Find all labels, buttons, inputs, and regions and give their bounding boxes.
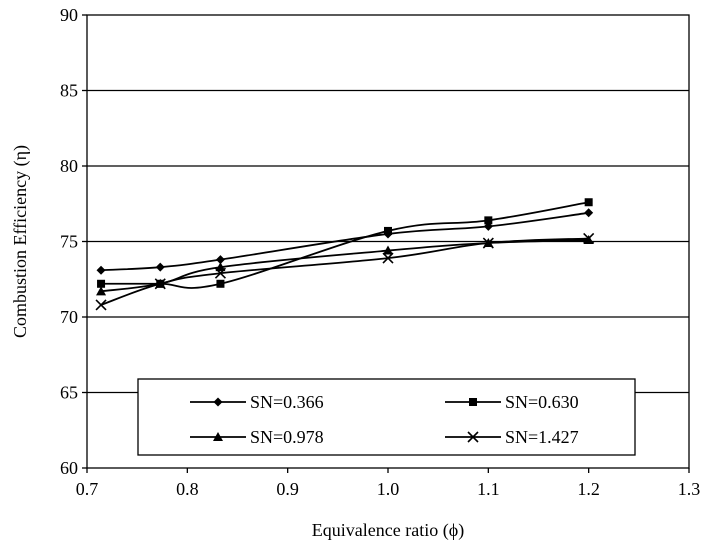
legend-label: SN=0.366 xyxy=(250,392,324,412)
legend-item: SN=1.427 xyxy=(445,427,579,447)
series-layer xyxy=(95,198,595,311)
gridlines xyxy=(87,89,689,394)
series-line xyxy=(101,201,589,289)
data-point xyxy=(383,245,393,255)
series-line xyxy=(100,237,589,306)
data-point xyxy=(96,265,106,275)
data-point xyxy=(215,262,226,272)
x-tick-label: 0.7 xyxy=(76,479,99,499)
x-axis-ticks: 0.7 0.8 0.9 1.0 1.1 1.2 1.3 xyxy=(76,468,701,499)
data-point xyxy=(97,279,106,288)
data-point xyxy=(215,255,225,265)
series-2 xyxy=(97,198,593,289)
series-4 xyxy=(95,232,595,311)
legend-marker xyxy=(467,431,479,443)
data-point xyxy=(584,208,594,218)
data-point xyxy=(96,286,107,296)
x-tick-label: 1.2 xyxy=(577,479,600,499)
data-point xyxy=(384,226,392,235)
data-point xyxy=(155,262,165,272)
data-point xyxy=(583,232,595,245)
y-axis-label: Combustion Efficiency (η) xyxy=(10,145,31,338)
data-point xyxy=(95,299,107,311)
legend-marker xyxy=(469,398,477,406)
data-point xyxy=(382,252,394,264)
x-tick-label: 1.3 xyxy=(678,479,701,499)
x-tick-label: 1.1 xyxy=(477,479,500,499)
legend: SN=0.366 SN=0.630 SN=0.978 SN=1.427 xyxy=(137,378,636,456)
data-point xyxy=(584,198,593,207)
y-tick-label: 90 xyxy=(60,5,78,25)
legend-item: SN=0.978 xyxy=(190,427,324,447)
data-point xyxy=(154,278,166,290)
legend-item: SN=0.630 xyxy=(445,392,579,412)
x-tick-label: 1.0 xyxy=(377,479,400,499)
data-point xyxy=(482,237,494,249)
y-tick-label: 60 xyxy=(60,458,78,478)
legend-item: SN=0.366 xyxy=(190,392,324,412)
y-axis-ticks: 60 65 70 75 80 85 90 xyxy=(60,5,87,478)
data-point xyxy=(214,267,227,279)
legend-label: SN=1.427 xyxy=(505,427,579,447)
x-axis-label: Equivalence ratio (ϕ) xyxy=(312,520,464,541)
x-tick-label: 0.9 xyxy=(276,479,299,499)
y-tick-label: 85 xyxy=(60,81,78,101)
data-point xyxy=(484,216,493,225)
data-point xyxy=(216,279,225,288)
legend-box xyxy=(137,378,636,456)
x-tick-label: 0.8 xyxy=(176,479,199,499)
legend-label: SN=0.978 xyxy=(250,427,324,447)
y-tick-label: 65 xyxy=(60,383,78,403)
legend-marker xyxy=(213,432,223,441)
y-tick-label: 80 xyxy=(60,156,78,176)
y-tick-label: 70 xyxy=(60,307,78,327)
y-tick-label: 75 xyxy=(60,232,78,252)
legend-label: SN=0.630 xyxy=(505,392,579,412)
legend-marker xyxy=(213,397,223,407)
